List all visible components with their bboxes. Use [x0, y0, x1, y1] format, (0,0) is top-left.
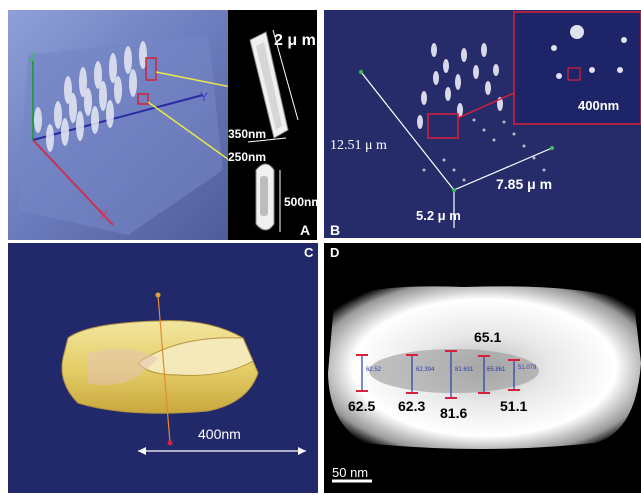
- measure-value-3: 81.6: [440, 405, 468, 421]
- array-graphic: [359, 11, 641, 228]
- axis-y-label: Y: [200, 90, 209, 104]
- cross-section-graphic: [328, 286, 641, 483]
- measure-small-2: 62.394: [416, 367, 435, 373]
- panel-a-rod-models: 2 μ m 350nm 250nm 500nm A: [228, 10, 317, 240]
- panel-d-letter: D: [330, 245, 340, 260]
- panel-b-letter: B: [330, 222, 341, 238]
- rod-width-top: 350nm: [228, 127, 267, 141]
- inset-scale-label: 400nm: [578, 98, 620, 113]
- measure-value-4: 51.1: [500, 398, 528, 414]
- panel-c-scale-label: 400nm: [198, 426, 241, 442]
- distance-label-1: 12.51 μ m: [330, 138, 387, 153]
- rod-width-bottom: 250nm: [228, 150, 267, 164]
- panel-d-cross-section: 62.52 62.394 81.631 65.861 51.079 65.1 6…: [324, 243, 641, 493]
- panel-c-surface-render: 400nm C: [8, 243, 318, 493]
- panel-c-letter: C: [304, 245, 314, 260]
- measure-value-1: 62.5: [348, 398, 376, 414]
- rod-length-top: 2 μ m: [274, 32, 316, 49]
- measure-value-2: 62.3: [398, 398, 426, 414]
- axis-z-label: Z: [29, 50, 37, 64]
- measure-top-value: 65.1: [474, 329, 502, 345]
- rod-models-graphic: [247, 29, 299, 232]
- distance-label-2: 7.85 μ m: [496, 176, 553, 192]
- panel-a-letter: A: [300, 222, 311, 238]
- distance-label-3: 5.2 μ m: [416, 208, 461, 223]
- volume-render-graphic: [18, 35, 228, 235]
- surface-render-graphic: [61, 292, 306, 455]
- panel-b-array: 12.51 μ m 7.85 μ m 5.2 μ m 400nm B: [324, 10, 641, 238]
- axis-x-label: X: [100, 208, 109, 222]
- measure-small-1: 62.52: [366, 367, 382, 373]
- panel-d-scale-label: 50 nm: [332, 465, 369, 480]
- measure-small-4: 65.861: [487, 367, 506, 373]
- rod-length-bottom: 500nm: [284, 195, 317, 209]
- measure-small-3: 81.631: [455, 367, 474, 373]
- measure-small-5: 51.079: [518, 365, 537, 371]
- panel-a-volume-render: Z Y X: [8, 10, 228, 240]
